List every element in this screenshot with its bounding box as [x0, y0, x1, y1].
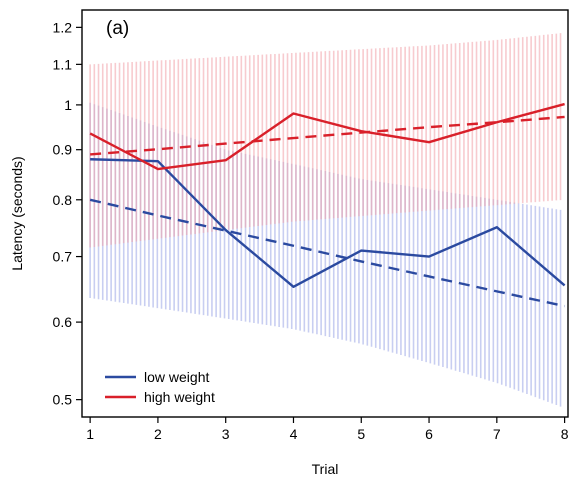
x-tick-label: 4 — [290, 426, 298, 442]
x-tick-label: 7 — [493, 426, 501, 442]
fitted-line-low-weight — [89, 198, 565, 308]
y-tick-label: 1.2 — [53, 19, 73, 35]
y-tick-label: 0.6 — [53, 314, 73, 330]
x-tick-label: 5 — [357, 426, 365, 442]
y-tick-label: 0.8 — [53, 192, 73, 208]
y-tick-label: 1.1 — [53, 56, 73, 72]
panel-label: (a) — [106, 18, 129, 39]
observed-lines — [89, 102, 566, 288]
y-tick-label: 0.7 — [53, 249, 73, 265]
legend-label: low weight — [144, 369, 209, 385]
fitted-line-high-weight — [90, 115, 565, 156]
observed-line-high-weight — [89, 102, 565, 171]
legend: low weight high weight — [105, 369, 215, 405]
y-tick-label: 0.9 — [53, 142, 73, 158]
plot-frame — [81, 9, 569, 418]
x-tick-label: 8 — [561, 426, 569, 442]
x-tick-label: 6 — [425, 426, 433, 442]
x-axis-title: Trial — [312, 461, 339, 477]
y-axis-title: Latency (seconds) — [9, 156, 25, 270]
legend-item: low weight — [105, 369, 209, 385]
observed-line-low-weight — [90, 158, 566, 288]
y-axis: 0.5 0.6 0.7 0.8 0.9 1 1.1 1.2 — [53, 19, 82, 408]
y-tick-label: 0.5 — [53, 392, 73, 408]
legend-label: high weight — [144, 389, 215, 405]
y-tick-label: 1 — [64, 97, 72, 113]
x-tick-label: 3 — [222, 426, 230, 442]
confidence-bands — [89, 33, 562, 407]
x-axis: 1 2 3 4 5 6 7 8 — [86, 417, 569, 442]
legend-item: high weight — [105, 389, 215, 405]
x-tick-label: 2 — [154, 426, 162, 442]
fitted-lines — [89, 115, 565, 308]
x-tick-label: 1 — [86, 426, 94, 442]
